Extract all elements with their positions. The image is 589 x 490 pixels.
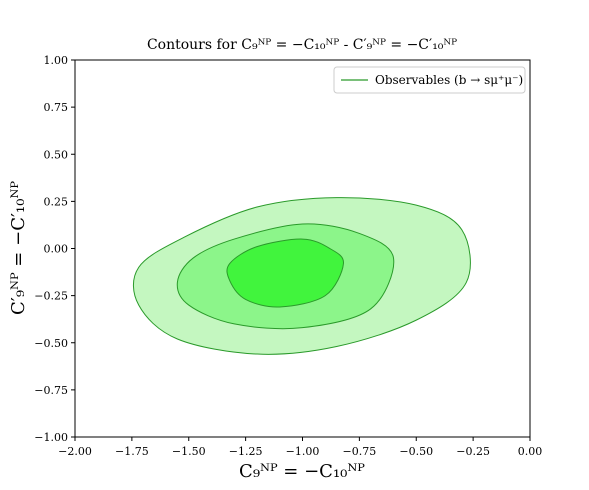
legend-label: Observables (b → sμ⁺μ⁻) bbox=[375, 73, 523, 87]
contour-level-1 bbox=[226, 238, 344, 308]
x-tick-label: −2.00 bbox=[58, 445, 92, 458]
plot-area bbox=[74, 59, 531, 438]
x-axis-ticks: −2.00 −1.75 −1.50 −1.25 −1.00 −0.75 −0.50 −0.25… bbox=[58, 437, 542, 458]
x-tick-label: −0.50 bbox=[399, 445, 433, 458]
y-axis-label: C′₉ᴺᴾ = −C′₁₀ᴺᴾ bbox=[8, 181, 29, 315]
x-tick-label: 0.00 bbox=[518, 445, 543, 458]
y-tick-label: 0.50 bbox=[44, 148, 69, 161]
y-tick-label: −0.50 bbox=[34, 337, 68, 350]
x-axis-label: C₉ᴺᴾ = −C₁₀ᴺᴾ bbox=[239, 461, 365, 482]
x-tick-label: −1.00 bbox=[286, 445, 320, 458]
y-tick-label: −0.25 bbox=[34, 290, 68, 303]
legend: Observables (b → sμ⁺μ⁻) bbox=[333, 66, 526, 94]
y-tick-label: 0.25 bbox=[44, 195, 69, 208]
y-axis-ticks: −1.00 −0.75 −0.50 −0.25 0.00 0.25 0.50 0.75 1.00 bbox=[34, 54, 75, 444]
y-tick-label: 1.00 bbox=[44, 54, 69, 67]
y-tick-label: 0.75 bbox=[44, 101, 69, 114]
x-tick-label: −1.50 bbox=[172, 445, 206, 458]
x-tick-label: −1.25 bbox=[229, 445, 263, 458]
x-tick-label: −1.75 bbox=[115, 445, 149, 458]
x-tick-label: −0.75 bbox=[343, 445, 377, 458]
y-tick-label: −0.75 bbox=[34, 384, 68, 397]
y-tick-label: 0.00 bbox=[44, 243, 69, 256]
chart-title: Contours for C₉ᴺᴾ = −C₁₀ᴺᴾ - C′₉ᴺᴾ = −C′… bbox=[147, 37, 457, 53]
legend-box bbox=[333, 66, 526, 94]
contours-group bbox=[132, 197, 471, 355]
x-tick-label: −0.25 bbox=[456, 445, 490, 458]
y-tick-label: −1.00 bbox=[34, 431, 68, 444]
